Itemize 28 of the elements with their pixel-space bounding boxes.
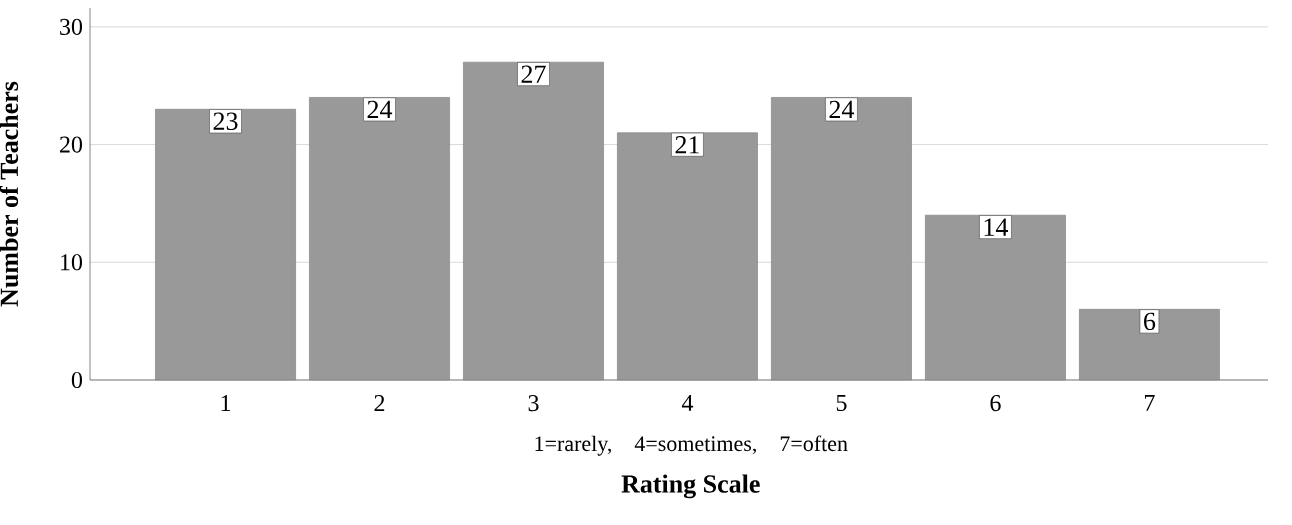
- data-label: 14: [984, 218, 1009, 236]
- y-tick-label: 20: [60, 136, 83, 153]
- x-tick-label: 1: [221, 395, 231, 411]
- data-label: 27: [521, 65, 546, 83]
- bar: [309, 97, 450, 381]
- data-label: 24: [367, 100, 393, 118]
- text: 1=rarely, 4=sometimes, 7=often: [535, 435, 848, 456]
- data-label: 23: [213, 112, 238, 130]
- x-tick-label: 7: [1144, 395, 1155, 411]
- data-label: 21: [675, 136, 699, 154]
- data-label: 24: [829, 100, 855, 118]
- y-tick-label: 0: [71, 371, 83, 389]
- bar: [617, 132, 758, 381]
- y-tick-label: 30: [60, 18, 83, 35]
- x-axis-title: Rating Scale: [621, 474, 760, 499]
- bar: [925, 214, 1066, 381]
- y-axis-title: Number of Teachers: [0, 81, 19, 307]
- bar: [463, 61, 604, 381]
- x-tick-label: 3: [528, 395, 539, 412]
- data-label: 6: [1144, 312, 1156, 331]
- x-tick-label: 6: [990, 395, 1001, 412]
- bar: [1079, 309, 1220, 381]
- x-tick-label: 2: [374, 395, 385, 411]
- bar: [155, 108, 296, 381]
- y-tick-label: 10: [61, 254, 83, 271]
- x-tick-label: 5: [836, 395, 847, 411]
- bar: [771, 97, 912, 381]
- x-tick-label: 4: [681, 395, 694, 411]
